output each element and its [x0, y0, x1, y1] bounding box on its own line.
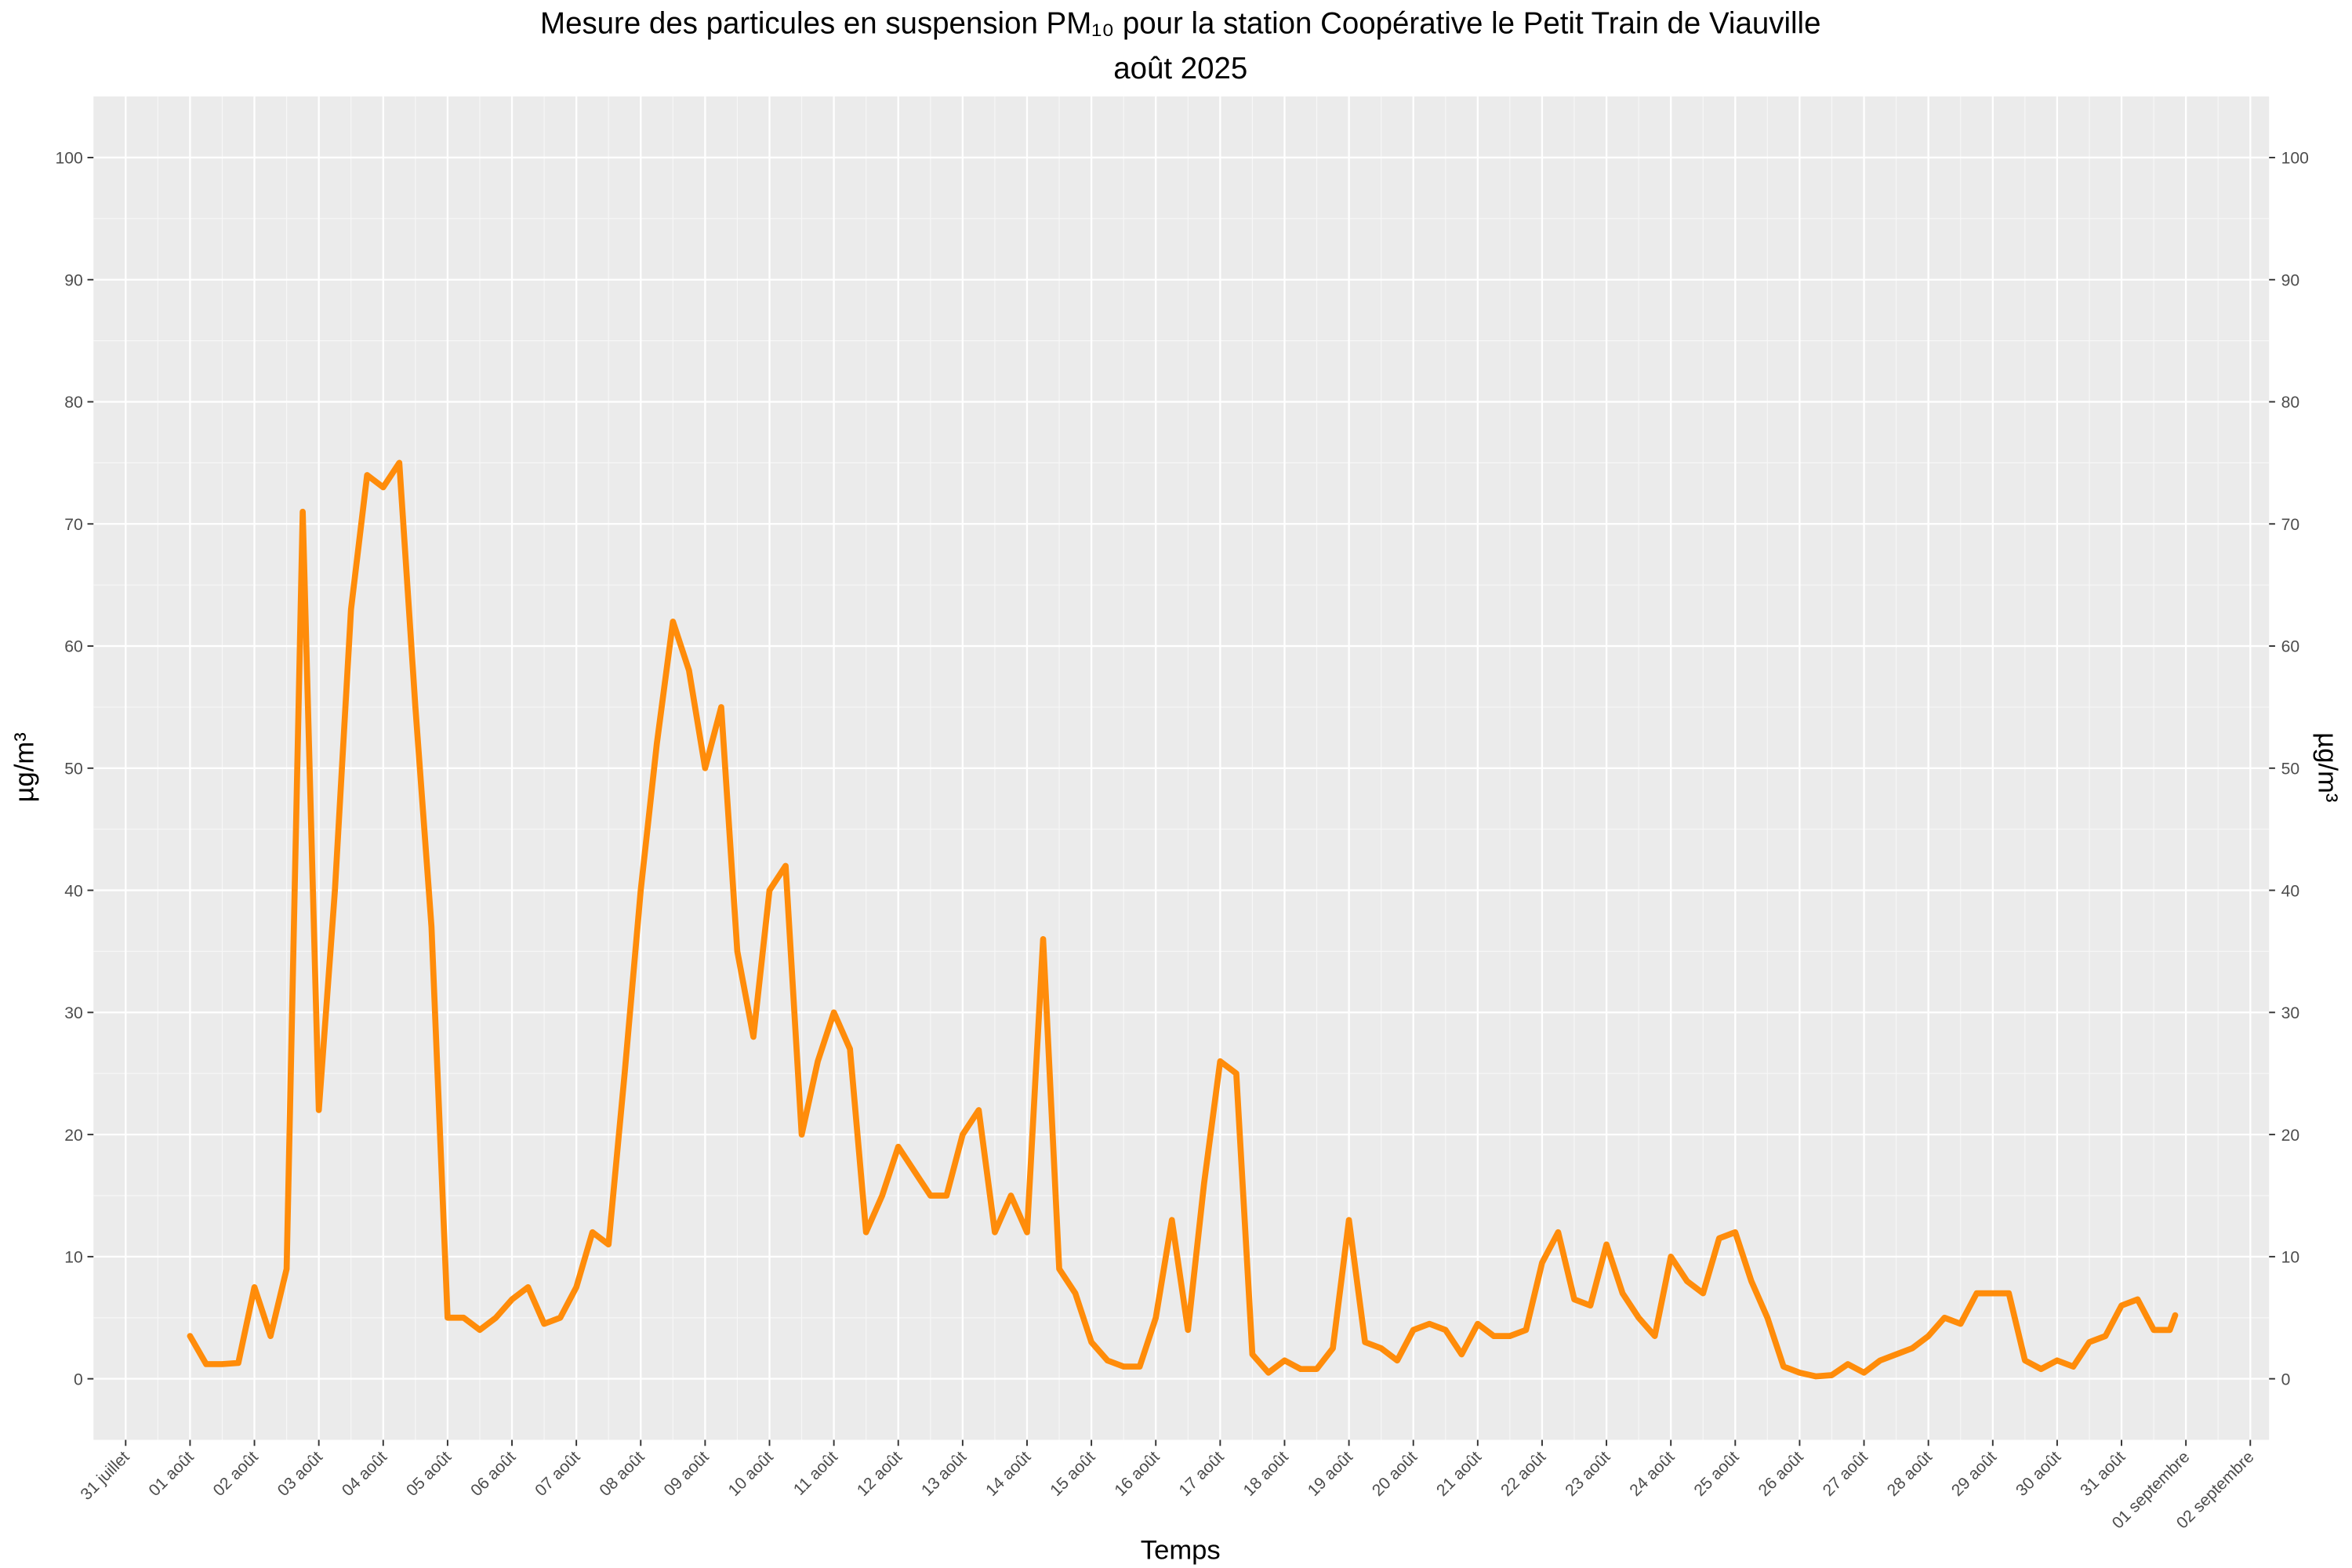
- y2-tick-label: 80: [2281, 394, 2300, 412]
- x-tick-label: 15 août: [1047, 1448, 1098, 1500]
- x-tick-label: 29 août: [1948, 1448, 2000, 1500]
- x-tick-label: 16 août: [1111, 1448, 1163, 1500]
- y2-tick-label: 70: [2281, 516, 2300, 534]
- y-tick-label: 70: [64, 516, 83, 534]
- x-tick-label: 31 juillet: [77, 1448, 132, 1504]
- y-tick-label: 20: [64, 1127, 83, 1145]
- x-tick-label: 22 août: [1497, 1448, 1549, 1500]
- y2-tick-label: 90: [2281, 271, 2300, 289]
- x-tick-label: 03 août: [274, 1448, 326, 1500]
- chart-subtitle: août 2025: [1113, 52, 1247, 85]
- marks: [187, 459, 2179, 1380]
- y2-tick-label: 30: [2281, 1004, 2300, 1022]
- x-tick-label: 17 août: [1176, 1448, 1228, 1500]
- x-tick-label: 04 août: [339, 1448, 390, 1500]
- x-tick-label: 14 août: [982, 1448, 1034, 1500]
- data-line: [187, 459, 2179, 1380]
- x-tick-label: 28 août: [1884, 1448, 1936, 1500]
- y-tick-label: 10: [64, 1249, 83, 1267]
- x-tick-label: 07 août: [532, 1448, 583, 1500]
- y-tick-label: 90: [64, 271, 83, 289]
- x-tick-label: 26 août: [1755, 1448, 1807, 1500]
- y2-axis-title: µg/m³: [2313, 732, 2343, 802]
- y-axis-title: µg/m³: [9, 732, 39, 802]
- x-tick-label: 05 août: [403, 1448, 455, 1500]
- x-tick-label: 13 août: [918, 1448, 970, 1500]
- x-tick-label: 06 août: [467, 1448, 519, 1500]
- x-tick-label: 19 août: [1305, 1448, 1356, 1500]
- x-tick-label: 30 août: [2013, 1448, 2064, 1500]
- x-tick-label: 20 août: [1369, 1448, 1421, 1500]
- x-tick-label: 25 août: [1690, 1448, 1742, 1500]
- y2-tick-label: 100: [2281, 150, 2309, 168]
- y-tick-label: 60: [64, 638, 83, 656]
- x-tick-label: 18 août: [1240, 1448, 1292, 1500]
- y-tick-label: 40: [64, 882, 83, 900]
- y-tick-label: 80: [64, 394, 83, 412]
- x-tick-label: 27 août: [1820, 1448, 1871, 1500]
- y2-tick-label: 50: [2281, 760, 2300, 779]
- y-tick-label: 50: [64, 760, 83, 779]
- x-tick-label: 12 août: [854, 1448, 906, 1500]
- x-tick-label: 21 août: [1433, 1448, 1485, 1500]
- y2-tick-label: 0: [2281, 1370, 2291, 1388]
- x-tick-label: 31 août: [2077, 1448, 2129, 1500]
- y-tick-label: 100: [55, 150, 82, 168]
- y2-tick-label: 10: [2281, 1249, 2300, 1267]
- x-tick-label: 01 août: [146, 1448, 198, 1500]
- y2-tick-label: 40: [2281, 882, 2300, 900]
- x-tick-label: 09 août: [661, 1448, 713, 1500]
- x-tick-label: 10 août: [725, 1448, 777, 1500]
- x-tick-label: 11 août: [790, 1448, 841, 1499]
- x-tick-label: 08 août: [596, 1448, 648, 1500]
- chart-title: Mesure des particules en suspension PM₁₀…: [540, 6, 1820, 40]
- x-tick-label: 24 août: [1626, 1448, 1678, 1500]
- grid: [93, 96, 2270, 1440]
- y2-tick-label: 60: [2281, 638, 2300, 656]
- x-tick-label: 23 août: [1562, 1448, 1613, 1500]
- x-tick-label: 02 août: [210, 1448, 262, 1500]
- x-axis-title: Temps: [1141, 1535, 1221, 1565]
- y-tick-label: 30: [64, 1004, 83, 1022]
- y2-tick-label: 20: [2281, 1127, 2300, 1145]
- y-tick-label: 0: [74, 1370, 83, 1388]
